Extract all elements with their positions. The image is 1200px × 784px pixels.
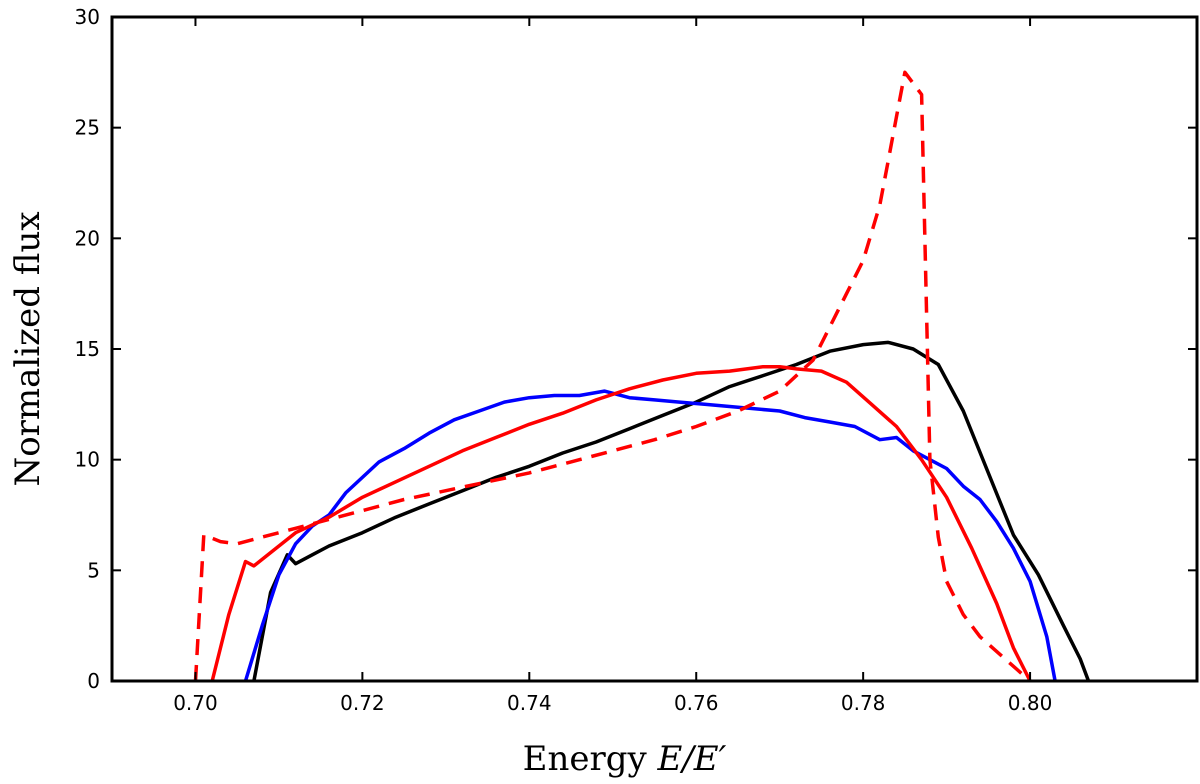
x-tick-label: 0.72 <box>340 691 385 715</box>
series-line-2 <box>243 389 1057 682</box>
x-axis-title-math: E/E′ <box>657 739 727 779</box>
y-tick-label: 25 <box>75 116 100 140</box>
x-axis-title: Energy E/E′ <box>523 739 727 779</box>
series-line-3 <box>210 364 1032 682</box>
x-tick-label: 0.74 <box>507 691 552 715</box>
x-tick-label: 0.78 <box>841 691 886 715</box>
x-axis-title-text: Energy <box>523 739 658 779</box>
series-line-1 <box>252 340 1091 682</box>
x-tick-label: 0.70 <box>173 691 218 715</box>
y-tick-label: 10 <box>75 448 100 472</box>
ticks-layer: 0.70 0.72 0.74 0.76 0.78 0.80 0 5 10 15 20 25 30 <box>75 5 1197 715</box>
y-tick-label: 30 <box>75 5 100 29</box>
series-line-4 <box>193 70 1032 683</box>
y-tick-label: 15 <box>75 337 100 361</box>
y-axis-title: Normalized flux <box>8 211 48 486</box>
y-tick-label: 0 <box>87 669 100 693</box>
series-layer <box>193 70 1091 683</box>
x-tick-label: 0.80 <box>1008 691 1053 715</box>
y-tick-label: 5 <box>87 558 100 582</box>
x-tick-label: 0.76 <box>674 691 719 715</box>
y-tick-label: 20 <box>75 226 100 250</box>
